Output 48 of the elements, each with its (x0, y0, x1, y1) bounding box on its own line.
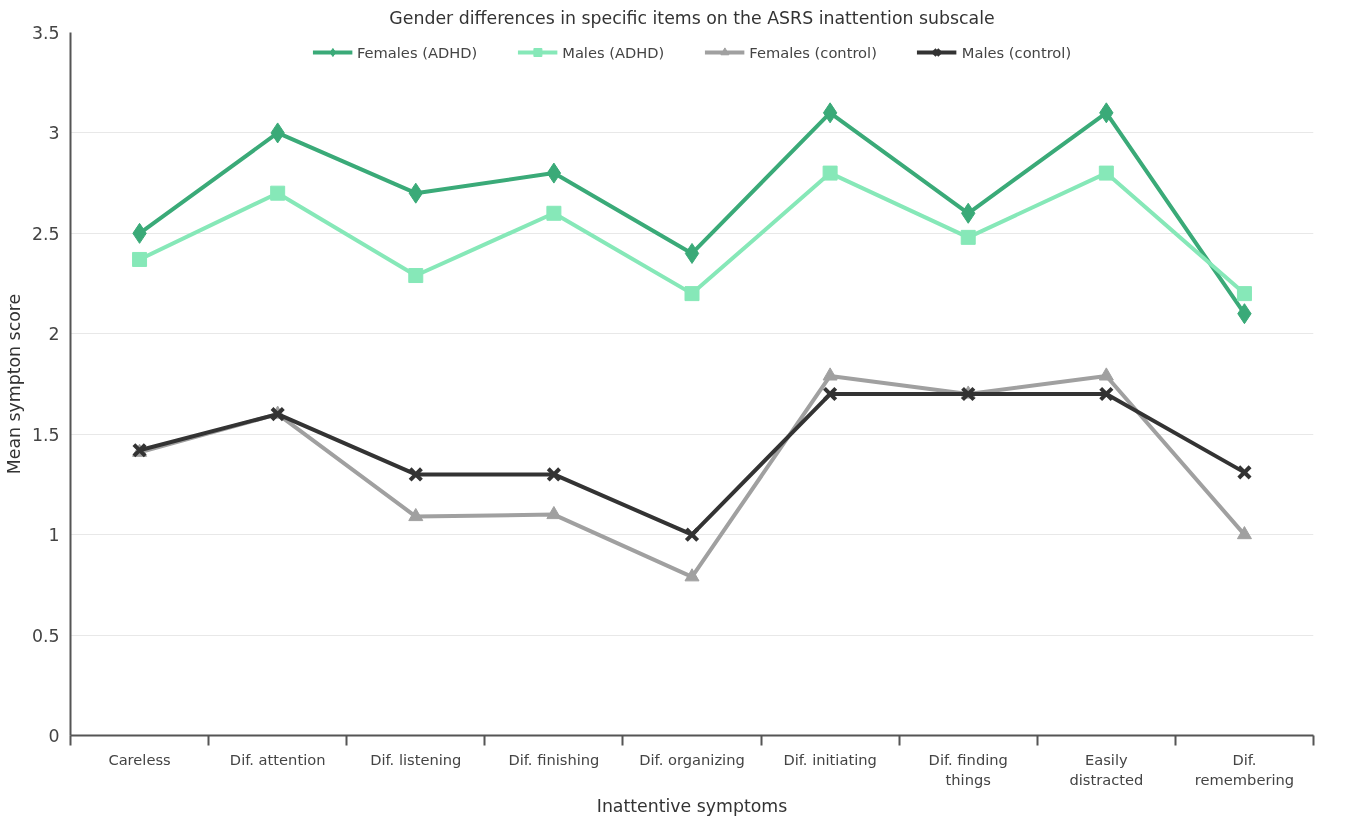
y-tick-label: 3.5 (31, 23, 60, 43)
point (822, 386, 838, 402)
x-tick-label: Dif. finishing (508, 750, 600, 768)
point (822, 102, 838, 124)
point (408, 507, 424, 522)
x-tick-label: Dif. finding things (928, 750, 1008, 788)
y-tick-label: 0 (48, 726, 60, 746)
legend-label: Males (control) (961, 43, 1072, 61)
point (684, 286, 700, 302)
point (546, 505, 562, 520)
point (1236, 526, 1252, 540)
y-axis-title: Mean sympton score (3, 293, 24, 475)
x-tick-label: Easily distracted (1069, 750, 1144, 788)
y-tick-label: 1 (48, 525, 60, 546)
x-tick-label: Dif. initiating (783, 750, 877, 768)
point (546, 205, 562, 221)
point (270, 185, 286, 201)
point (822, 367, 838, 381)
point (684, 526, 700, 543)
y-tick-label: 1.5 (31, 424, 60, 445)
y-tick-label: 2.5 (31, 223, 60, 244)
point (1236, 464, 1253, 481)
point (1098, 386, 1114, 402)
legend-label: Females (ADHD) (356, 43, 478, 61)
point (408, 466, 424, 483)
point (546, 162, 562, 184)
x-tick-label: Dif. remembering (1194, 750, 1295, 788)
x-tick-label: Dif. listening (370, 750, 462, 768)
y-tick-label: 3 (48, 123, 60, 144)
point (684, 568, 700, 582)
x-axis-title: Inattentive symptoms (596, 795, 788, 816)
legend-label: Females (control) (749, 43, 877, 61)
point (408, 268, 424, 284)
point (960, 229, 976, 245)
x-tick-label: Dif. attention (229, 750, 326, 768)
chart-title: Gender differences in specific items on the ASRS inattention subscale (389, 7, 995, 28)
point (1236, 286, 1252, 302)
legend-label: Males (ADHD) (562, 43, 665, 61)
x-tick-label: Dif. organizing (639, 750, 745, 768)
y-tick-label: 2 (48, 324, 60, 345)
point (1098, 165, 1114, 181)
point (822, 165, 838, 181)
y-tick-label: 0.5 (31, 625, 60, 646)
x-tick-label: Careless (108, 750, 171, 768)
point (132, 251, 148, 267)
point (546, 466, 562, 483)
point (684, 242, 700, 264)
point (1098, 367, 1114, 381)
